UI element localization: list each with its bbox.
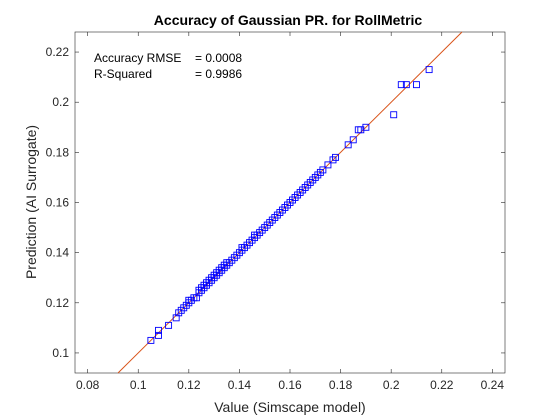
data-point xyxy=(187,296,195,304)
y-axis-label: Prediction (AI Surrogate) xyxy=(23,125,39,279)
x-tick-label: 0.24 xyxy=(481,378,505,392)
data-point xyxy=(316,168,324,176)
data-point xyxy=(299,186,307,194)
data-point xyxy=(344,141,352,149)
data-point xyxy=(261,224,269,232)
data-point xyxy=(296,189,304,196)
y-tick-label: 0.16 xyxy=(46,196,70,210)
data-point xyxy=(329,156,337,164)
rmse-label: Accuracy RMSE xyxy=(94,51,181,65)
data-point xyxy=(273,211,281,219)
data-point xyxy=(233,251,241,259)
x-tick-label: 0.14 xyxy=(228,378,252,392)
data-point xyxy=(271,214,279,221)
x-axis: 0.08 0.1 0.12 0.14 0.16 0.18 0.2 0.22 0.24 xyxy=(76,32,504,392)
data-point xyxy=(225,259,233,267)
y-tick-label: 0.12 xyxy=(46,296,70,310)
x-tick-label: 0.18 xyxy=(329,378,353,392)
data-point xyxy=(306,178,314,186)
data-point xyxy=(180,304,188,312)
y-tick-label: 0.14 xyxy=(46,246,70,260)
data-point xyxy=(172,314,180,322)
data-point xyxy=(311,173,319,181)
data-point xyxy=(246,239,253,247)
data-point xyxy=(291,194,299,201)
data-point xyxy=(357,126,365,134)
data-point xyxy=(253,231,261,239)
data-points xyxy=(147,66,433,344)
data-point xyxy=(235,249,243,257)
plot-axes: 0.08 0.1 0.12 0.14 0.16 0.18 0.2 0.22 0.24 0.10.… xyxy=(46,31,506,392)
data-point xyxy=(155,326,162,334)
data-point xyxy=(266,219,274,227)
data-point xyxy=(425,66,433,74)
x-tick-label: 0.16 xyxy=(278,378,302,392)
data-point xyxy=(182,301,190,309)
data-point xyxy=(284,201,291,209)
data-point xyxy=(268,216,276,224)
data-point xyxy=(289,196,296,204)
data-point xyxy=(155,331,162,339)
data-point xyxy=(175,309,183,317)
y-tick-label: 0.2 xyxy=(52,95,69,109)
x-tick-label: 0.08 xyxy=(76,378,100,392)
data-point xyxy=(294,191,302,199)
data-point xyxy=(281,204,289,211)
x-axis-label: Value (Simscape model) xyxy=(214,399,365,415)
data-point xyxy=(258,226,266,234)
data-point xyxy=(397,81,405,89)
data-point xyxy=(319,166,327,174)
y-tick-label: 0.1 xyxy=(52,346,69,360)
stats-annotation: Accuracy RMSE = 0.0008 R-Squared = 0.998… xyxy=(94,51,242,81)
data-point xyxy=(286,199,294,206)
data-point xyxy=(192,294,200,302)
x-tick-label: 0.2 xyxy=(383,378,400,392)
data-point xyxy=(402,81,410,89)
data-point xyxy=(228,256,236,264)
data-point xyxy=(324,161,332,169)
data-point xyxy=(278,206,286,214)
rmse-value: = 0.0008 xyxy=(195,51,242,65)
x-tick-label: 0.12 xyxy=(177,378,201,392)
data-point xyxy=(177,306,185,314)
data-point xyxy=(301,184,309,191)
data-point xyxy=(314,171,322,179)
data-point xyxy=(165,321,173,329)
x-tick-label: 0.1 xyxy=(130,378,147,392)
data-point xyxy=(147,336,155,344)
data-point xyxy=(390,111,398,119)
x-tick-label: 0.22 xyxy=(430,378,454,392)
data-point xyxy=(362,123,370,131)
data-point xyxy=(230,254,238,262)
data-point xyxy=(241,244,248,252)
data-point xyxy=(332,153,339,161)
data-point xyxy=(276,209,284,216)
data-point xyxy=(248,236,256,244)
y-tick-label: 0.22 xyxy=(46,45,70,59)
data-point xyxy=(309,176,317,184)
data-point xyxy=(263,221,271,229)
y-axis: 0.1 0.12 0.14 0.16 0.18 0.2 0.22 xyxy=(46,45,505,360)
rsquared-value: = 0.9986 xyxy=(195,67,242,81)
chart-title: Accuracy of Gaussian PR. for RollMetric xyxy=(154,12,423,28)
data-point xyxy=(349,136,357,144)
data-point xyxy=(243,241,251,249)
data-point xyxy=(413,81,420,89)
data-point xyxy=(304,181,312,189)
y-tick-label: 0.18 xyxy=(46,145,70,159)
rsquared-label: R-Squared xyxy=(94,67,152,81)
data-point xyxy=(256,229,264,237)
